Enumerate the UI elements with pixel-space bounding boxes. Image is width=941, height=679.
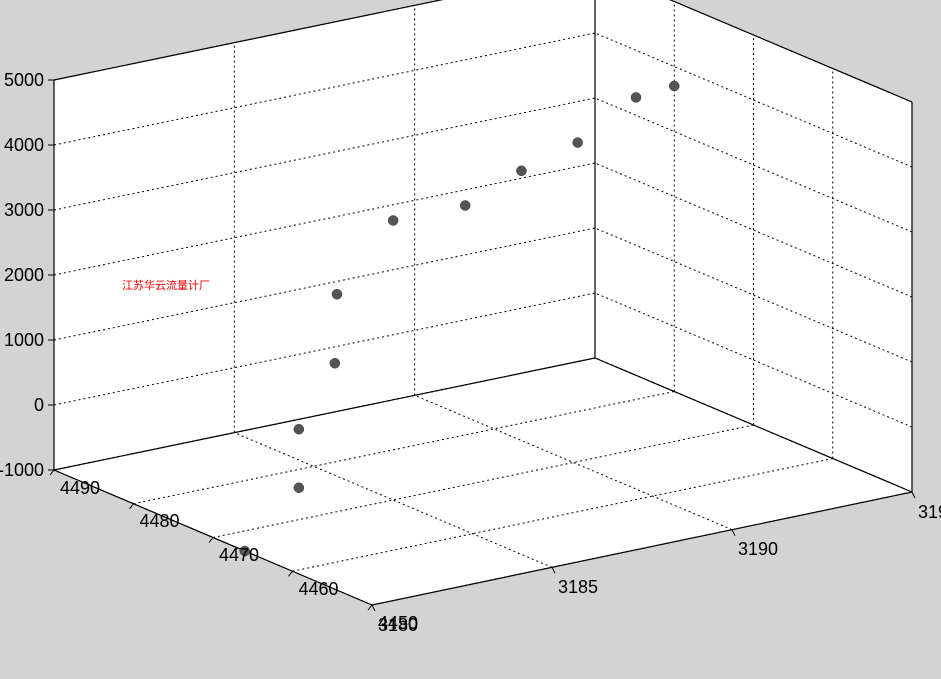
axis-tick-label: 3000 bbox=[4, 200, 44, 221]
axis-tick-label: 4470 bbox=[219, 545, 259, 566]
axis-tick-label: 4460 bbox=[299, 579, 339, 600]
axis-tick-label: -1000 bbox=[0, 460, 44, 481]
axis-tick-label: 1000 bbox=[4, 330, 44, 351]
axis-tick-label: 0 bbox=[34, 395, 44, 416]
axis-tick-label: 3185 bbox=[558, 577, 598, 598]
scatter3d-plot bbox=[0, 0, 941, 679]
axis-tick-label: 4000 bbox=[4, 135, 44, 156]
axis-tick-label: 5000 bbox=[4, 70, 44, 91]
axis-tick-label: 2000 bbox=[4, 265, 44, 286]
watermark-text: 江苏华云流量计厂 bbox=[122, 277, 210, 293]
axis-tick-label: 4480 bbox=[140, 511, 180, 532]
axis-tick-label: 3190 bbox=[738, 539, 778, 560]
figure-root: -100001000200030004000500044504460447044… bbox=[0, 0, 941, 679]
axis-tick-label: 3195 bbox=[918, 502, 941, 523]
axis-tick-label: 3180 bbox=[378, 615, 418, 636]
axis-tick-label: 4490 bbox=[60, 478, 100, 499]
